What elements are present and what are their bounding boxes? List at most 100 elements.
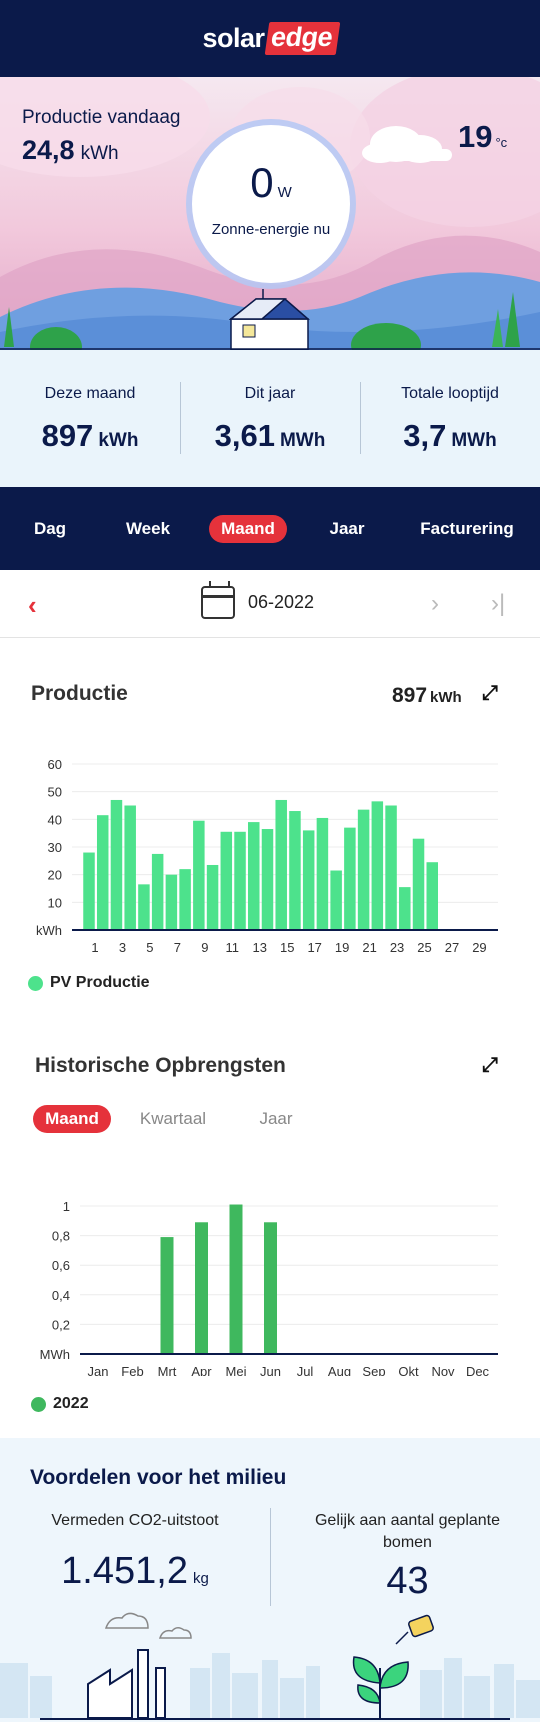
y-tick-label: 60 xyxy=(48,757,62,772)
bar xyxy=(261,829,274,930)
y-tick-label: 0,4 xyxy=(52,1288,70,1303)
trees-number: 43 xyxy=(386,1560,429,1602)
temperature-unit: °c xyxy=(495,135,508,150)
x-tick-label: Apr xyxy=(191,1364,212,1376)
legend-swatch xyxy=(28,975,43,991)
bar xyxy=(330,870,342,930)
co2-label: Vermeden CO2-uitstoot xyxy=(51,1512,219,1529)
selected-date[interactable]: 06-2022 xyxy=(248,592,315,612)
calendar-icon[interactable] xyxy=(201,581,235,619)
energy-summary: Deze maand 897 kWh Dit jaar 3,61 MWh Total… xyxy=(0,350,540,487)
environment-divider xyxy=(270,1508,271,1606)
production-today-value: 24,8 kWh xyxy=(22,135,119,166)
bar xyxy=(138,884,150,930)
bar xyxy=(220,831,233,930)
tab-week[interactable]: Week xyxy=(125,519,171,538)
history-tab-month[interactable]: Maand xyxy=(33,1105,111,1133)
legend-label: 2022 xyxy=(53,1395,89,1412)
stat-number: 897 xyxy=(41,418,94,453)
environment-illustration xyxy=(0,1612,540,1720)
stat-unit: kWh xyxy=(98,430,139,451)
production-total: 897 kWh xyxy=(392,684,462,708)
x-tick-label: 23 xyxy=(390,940,404,952)
stat-unit: MWh xyxy=(279,430,326,451)
plant-icon xyxy=(352,1656,409,1718)
x-tick-label: Aug xyxy=(328,1364,351,1376)
logo-solar-text: solar xyxy=(202,23,265,53)
tab-billing[interactable]: Facturering xyxy=(420,519,514,538)
skip-to-last-icon[interactable]: ›| xyxy=(491,590,506,617)
bar xyxy=(193,820,205,930)
stat-value: 897 kWh xyxy=(0,418,180,454)
stat-label: Deze maand xyxy=(44,385,136,402)
expand-icon[interactable]: ⤢ xyxy=(482,682,498,704)
bar xyxy=(195,1222,208,1354)
history-bar-chart: 0,2 0,4 0,6 0,8 1 MWh Jan Feb Mrt Apr Mei Jun Jul Aug… xyxy=(40,1199,498,1376)
factory-icon xyxy=(87,1649,166,1719)
chevron-left-icon[interactable]: ‹ xyxy=(28,590,37,620)
y-tick-label: 10 xyxy=(48,895,62,910)
y-tick-label: 0,6 xyxy=(52,1258,70,1273)
production-legend: PV Productie xyxy=(28,974,150,992)
stat-value: 3,61 MWh xyxy=(180,418,360,454)
bar xyxy=(412,838,425,930)
stat-number: 3,7 xyxy=(403,418,447,453)
x-tick-label: 9 xyxy=(201,940,208,952)
x-tick-label: Jan xyxy=(88,1364,109,1376)
history-tab-quarter[interactable]: Kwartaal xyxy=(139,1109,207,1128)
co2-value: 1.451,2 kg xyxy=(0,1550,270,1593)
x-tick-label: 7 xyxy=(174,940,181,952)
x-tick-label: Nov xyxy=(431,1364,455,1376)
current-power-number: 0 xyxy=(250,159,274,206)
x-tick-label: 19 xyxy=(335,940,349,952)
logo-edge-text: edge xyxy=(264,22,340,55)
date-navigation: ‹ 06-2022 › ›| xyxy=(0,570,540,638)
expand-icon[interactable]: ⤢ xyxy=(482,1054,498,1076)
bar xyxy=(344,827,356,930)
y-tick-label: 40 xyxy=(48,812,62,827)
bar xyxy=(96,815,109,930)
stat-this-month: Deze maand 897 kWh xyxy=(0,350,180,487)
trees-label: Gelijk aan aantal geplante bomen xyxy=(314,1512,501,1551)
x-tick-label: Mei xyxy=(226,1364,247,1376)
bar xyxy=(151,853,164,930)
bar xyxy=(275,799,287,930)
trees-planted: Gelijk aan aantal geplante bomen 43 xyxy=(275,1510,540,1603)
current-power-unit: W xyxy=(277,184,292,201)
production-total-number: 897 xyxy=(392,684,428,707)
x-tick-label: 3 xyxy=(119,940,126,952)
bar xyxy=(399,887,411,930)
x-tick-label: Jul xyxy=(297,1364,314,1376)
history-tab-year[interactable]: Jaar xyxy=(259,1109,293,1128)
temperature-readout: 19 °c xyxy=(458,119,507,155)
co2-number: 1.451,2 xyxy=(61,1550,188,1592)
x-tick-label: 17 xyxy=(307,940,321,952)
x-tick-label: 29 xyxy=(472,940,486,952)
environment-title: Voordelen voor het milieu xyxy=(30,1466,287,1489)
bar xyxy=(110,799,123,930)
legend-label: PV Productie xyxy=(50,974,150,991)
tab-month[interactable]: Maand xyxy=(209,515,287,543)
tab-day[interactable]: Dag xyxy=(33,519,67,538)
y-axis-unit-label: MWh xyxy=(40,1347,70,1362)
chevron-right-icon[interactable]: › xyxy=(431,590,439,617)
co2-unit: kg xyxy=(192,1570,209,1587)
tab-year[interactable]: Jaar xyxy=(329,519,365,538)
x-tick-label: Jun xyxy=(260,1364,281,1376)
y-tick-label: 50 xyxy=(48,785,62,800)
solaredge-logo: solar edge xyxy=(202,22,340,55)
x-tick-label: Okt xyxy=(398,1364,419,1376)
bar xyxy=(289,811,301,930)
bar xyxy=(371,801,384,930)
x-tick-label: Sep xyxy=(362,1364,385,1376)
y-tick-label: 30 xyxy=(48,840,62,855)
current-power-label: Zonne-energie nu xyxy=(211,221,331,238)
y-tick-label: 0,8 xyxy=(52,1229,70,1244)
bar xyxy=(302,830,315,930)
stat-value: 3,7 MWh xyxy=(360,418,540,454)
app-header: solar edge xyxy=(0,0,540,77)
history-legend: 2022 xyxy=(31,1395,89,1413)
